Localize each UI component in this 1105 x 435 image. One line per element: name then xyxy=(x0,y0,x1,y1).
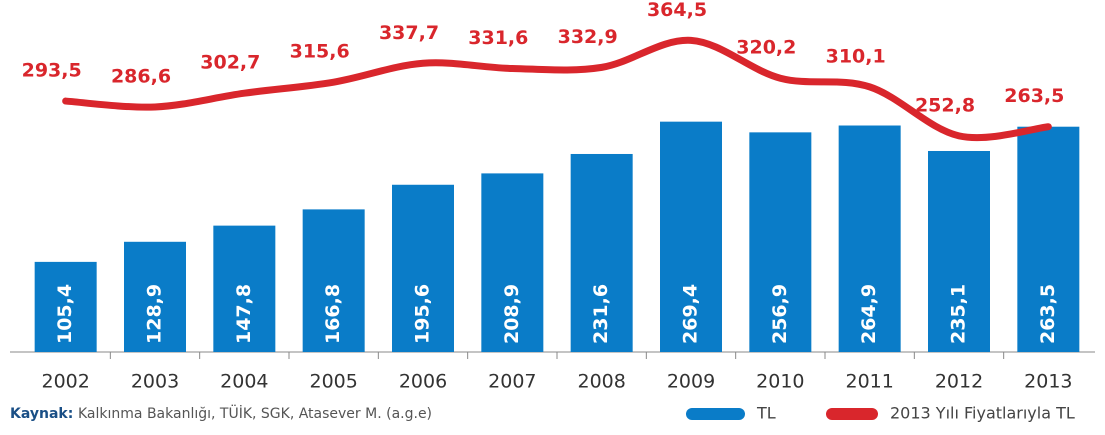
line-label: 293,5 xyxy=(22,60,82,82)
bar xyxy=(660,121,722,353)
bar xyxy=(213,225,276,352)
x-tick-label: 2003 xyxy=(131,371,179,393)
line-label: 252,8 xyxy=(915,94,975,116)
x-tick-label: 2007 xyxy=(488,371,536,393)
x-tick-label: 2004 xyxy=(220,371,268,393)
x-tick-label: 2002 xyxy=(41,371,89,393)
x-tick-label: 2009 xyxy=(667,371,715,393)
line-label: 364,5 xyxy=(647,0,707,21)
source-text: Kalkınma Bakanlığı, TÜİK, SGK, Atasever … xyxy=(78,404,432,422)
legend-label: 2013 Yılı Fiyatlarıyla TL xyxy=(890,404,1075,423)
bar-label: 195,6 xyxy=(412,284,434,344)
legend-swatch xyxy=(686,408,745,420)
x-tick-label: 2010 xyxy=(756,371,804,393)
bar-label: 166,8 xyxy=(322,284,344,344)
bar xyxy=(481,173,544,352)
x-tick-label: 2006 xyxy=(399,371,447,393)
bar-label: 231,6 xyxy=(590,284,612,344)
line-label: 310,1 xyxy=(826,45,886,67)
x-tick-label: 2012 xyxy=(935,371,983,393)
bar xyxy=(302,209,365,352)
bar xyxy=(124,241,186,352)
x-tick-label: 2011 xyxy=(845,371,893,393)
bar-label: 264,9 xyxy=(858,284,880,344)
bar xyxy=(838,125,901,352)
bar-label: 105,4 xyxy=(54,284,76,344)
line-label: 302,7 xyxy=(200,52,260,74)
bar-label: 208,9 xyxy=(501,284,523,344)
line-label: 337,7 xyxy=(379,22,439,44)
source-label: Kaynak: xyxy=(10,406,73,422)
bar-label: 256,9 xyxy=(769,284,791,344)
x-tick-label: 2005 xyxy=(309,371,357,393)
bar xyxy=(392,184,454,352)
bar-label: 269,4 xyxy=(680,284,702,344)
bar xyxy=(34,261,97,352)
line-label: 315,6 xyxy=(290,41,350,63)
line xyxy=(62,36,1052,142)
line-label: 320,2 xyxy=(736,37,796,59)
line-label: 263,5 xyxy=(1004,85,1064,107)
bar-label: 263,5 xyxy=(1037,284,1059,344)
legend-label: TL xyxy=(756,404,776,423)
x-tick-label: 2013 xyxy=(1024,371,1072,393)
line-label: 332,9 xyxy=(558,26,618,48)
line-label: 286,6 xyxy=(111,65,171,87)
bar xyxy=(1017,126,1080,353)
line-label: 331,6 xyxy=(468,27,528,49)
bar xyxy=(570,153,633,352)
bar xyxy=(928,150,990,352)
bar-label: 128,9 xyxy=(144,284,166,344)
bar-label: 147,8 xyxy=(233,284,255,344)
legend-swatch xyxy=(826,408,878,420)
bar-label: 235,1 xyxy=(948,284,970,344)
bar xyxy=(749,132,812,352)
x-tick-label: 2008 xyxy=(577,371,625,393)
